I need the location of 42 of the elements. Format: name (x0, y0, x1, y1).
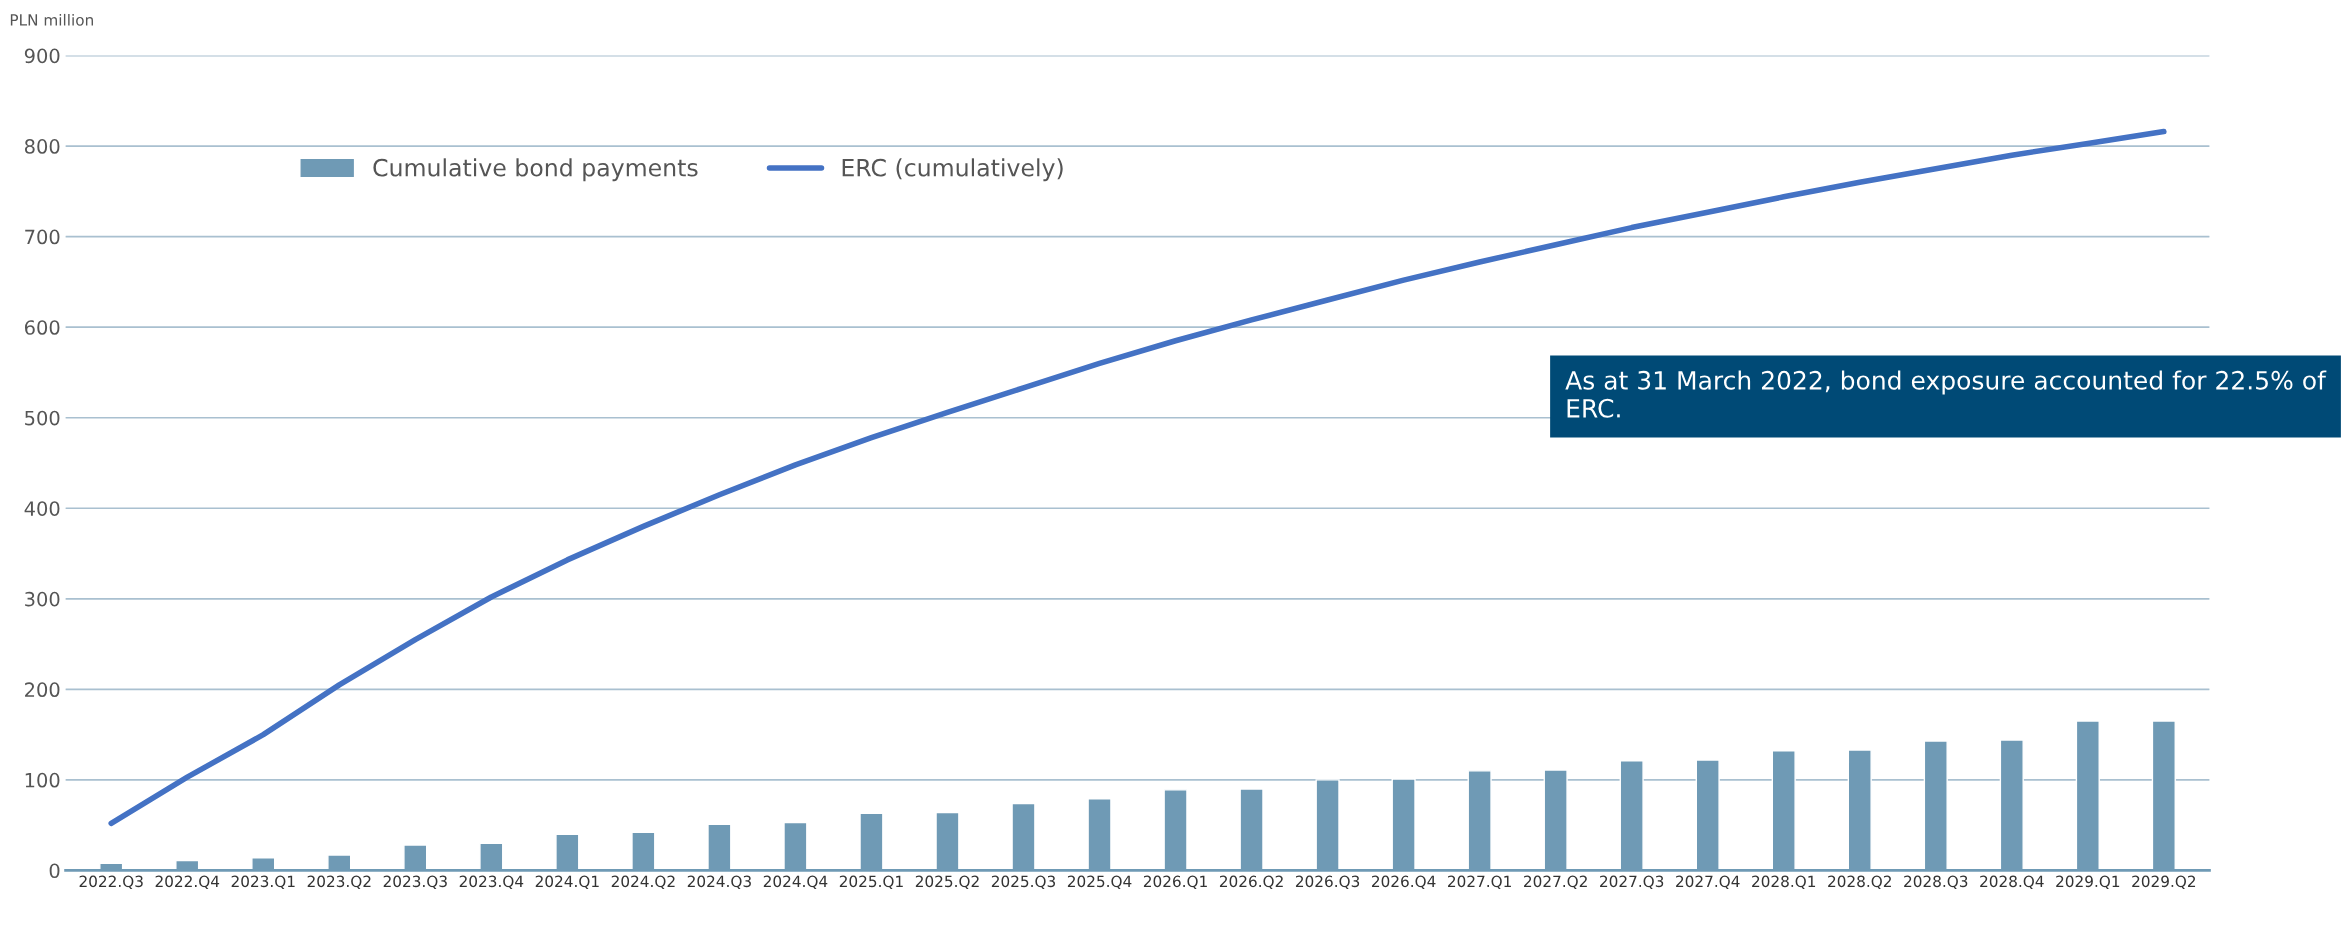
x-tick-label: 2025.Q1 (839, 875, 903, 889)
x-tick-label: 2023.Q4 (459, 875, 524, 889)
y-tick-label: 600 (24, 320, 60, 335)
x-tick-label: 2026.Q4 (1371, 875, 1436, 889)
x-tick-label: 2024.Q4 (763, 875, 828, 889)
y-tick-label: 0 (49, 863, 60, 879)
x-tick-label: 2026.Q3 (1295, 875, 1360, 889)
x-tick-label: 2027.Q4 (1676, 875, 1740, 889)
x-tick-label: 2027.Q2 (1524, 875, 1587, 889)
x-tick-label: 2024.Q1 (535, 875, 599, 889)
x-tick-label: 2024.Q3 (687, 875, 751, 889)
x-tick-label: 2022.Q3 (79, 875, 143, 889)
x-tick-label: 2028.Q2 (1828, 875, 1891, 889)
x-tick-label: 2027.Q3 (1600, 875, 1664, 889)
x-tick-label: 2024.Q2 (611, 875, 675, 889)
x-tick-label: 2023.Q3 (383, 875, 447, 889)
x-tick-label: 2029.Q1 (2056, 875, 2120, 889)
y-tick-label: 100 (25, 772, 60, 788)
x-tick-label: 2029.Q2 (2132, 875, 2196, 889)
x-tick-label: 2023.Q1 (231, 875, 295, 889)
y-tick-label: 800 (24, 139, 60, 154)
x-tick-label: 2027.Q1 (1448, 875, 1511, 889)
x-tick-label: 2028.Q4 (1980, 875, 2044, 889)
x-tick-label: 2022.Q4 (155, 875, 220, 889)
annotation: As at 31 March 2022, bond exposure accounted for 22.5% of ERC. (1565, 370, 2327, 418)
x-tick-label: 2028.Q3 (1904, 875, 1968, 889)
y-tick-label: 900 (24, 48, 60, 64)
x-tick-label: 2023.Q2 (307, 875, 371, 889)
x-tick-label: 2026.Q2 (1219, 875, 1283, 889)
y-tick-label: 500 (25, 410, 60, 426)
x-tick-label: 2028.Q1 (1752, 875, 1816, 889)
x-tick-label: 2025.Q4 (1067, 875, 1132, 889)
legend-label: Cumulative bond payments (373, 158, 698, 182)
legend-label: ERC (cumulatively) (842, 158, 1063, 182)
y-tick-label: 200 (25, 682, 60, 698)
x-tick-label: 2025.Q3 (991, 875, 1056, 889)
y-tick-label: 300 (25, 591, 60, 607)
y-tick-label: 400 (24, 501, 60, 516)
x-tick-label: 2026.Q1 (1143, 875, 1207, 889)
y-axis-title: PLN million (10, 13, 93, 26)
x-tick-label: 2025.Q2 (915, 875, 979, 889)
y-tick-label: 700 (25, 229, 60, 245)
